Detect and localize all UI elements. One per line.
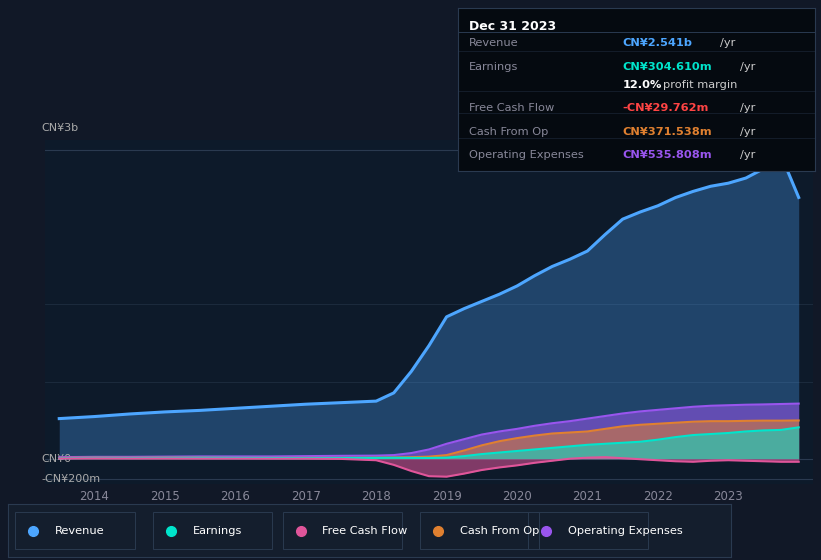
Text: Free Cash Flow: Free Cash Flow (469, 102, 554, 113)
Text: /yr: /yr (740, 102, 755, 113)
Text: /yr: /yr (740, 150, 755, 160)
Text: CN¥371.538m: CN¥371.538m (622, 127, 712, 137)
Text: CN¥0: CN¥0 (41, 454, 71, 464)
Text: -CN¥29.762m: -CN¥29.762m (622, 102, 709, 113)
Text: Free Cash Flow: Free Cash Flow (323, 526, 408, 535)
Text: 12.0%: 12.0% (622, 80, 662, 90)
Text: /yr: /yr (740, 127, 755, 137)
Text: CN¥3b: CN¥3b (41, 123, 79, 133)
Text: CN¥2.541b: CN¥2.541b (622, 38, 692, 48)
Text: Operating Expenses: Operating Expenses (568, 526, 683, 535)
Text: Dec 31 2023: Dec 31 2023 (469, 20, 556, 33)
Text: CN¥304.610m: CN¥304.610m (622, 62, 712, 72)
Text: Revenue: Revenue (469, 38, 518, 48)
Text: Cash From Op: Cash From Op (469, 127, 548, 137)
Text: /yr: /yr (740, 62, 755, 72)
Text: Revenue: Revenue (55, 526, 105, 535)
Text: profit margin: profit margin (663, 80, 738, 90)
Text: Earnings: Earnings (469, 62, 518, 72)
Text: -CN¥200m: -CN¥200m (41, 474, 100, 484)
Text: Cash From Op: Cash From Op (460, 526, 539, 535)
Text: Operating Expenses: Operating Expenses (469, 150, 584, 160)
Text: CN¥535.808m: CN¥535.808m (622, 150, 712, 160)
Text: /yr: /yr (719, 38, 735, 48)
Text: Earnings: Earnings (192, 526, 242, 535)
